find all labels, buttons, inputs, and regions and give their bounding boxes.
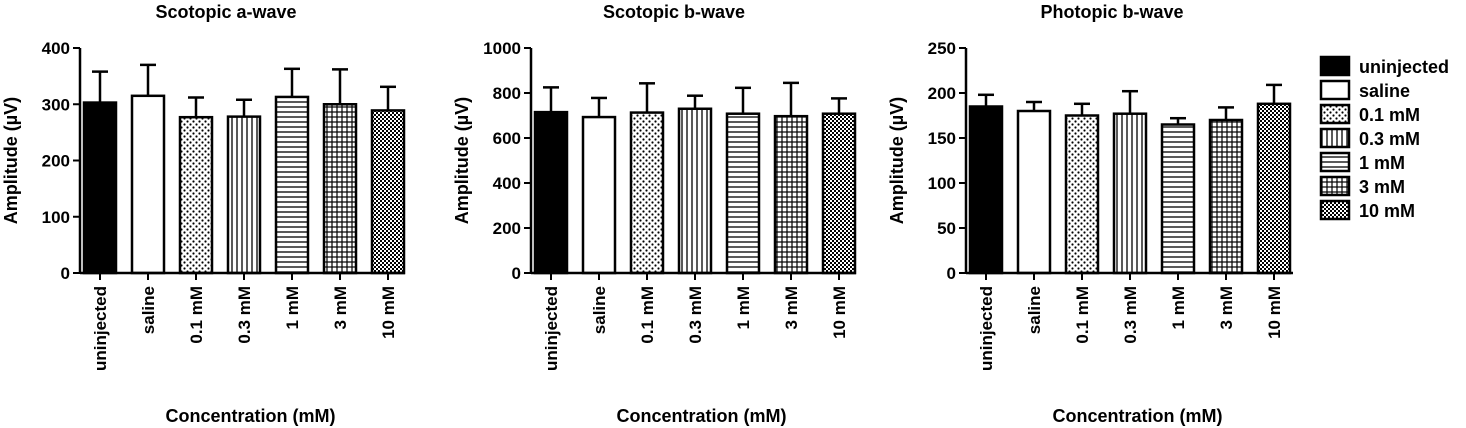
y-tick-label: 100 — [928, 174, 956, 193]
y-tick-label: 300 — [42, 95, 70, 114]
y-tick-label: 0 — [61, 264, 70, 283]
x-tick-label: 1 mM — [283, 286, 302, 329]
x-tick-label: 1 mM — [734, 286, 753, 329]
x-tick-label: uninjected — [977, 286, 996, 371]
y-tick-label: 600 — [493, 129, 521, 148]
bar-10-mm — [370, 109, 406, 275]
bar-10-mm — [821, 112, 857, 275]
chart-panel-photopic-b-wave: Photopic b-wave Amplitude (µV) uninjected s… — [887, 2, 1293, 426]
bar-0-3-mm — [1112, 112, 1148, 275]
legend-swatch-uninjected — [1319, 55, 1351, 77]
legend-label-0-1-mm: 0.1 mM — [1359, 105, 1420, 125]
x-tick-label: 3 mM — [331, 286, 350, 329]
y-tick-label: 1000 — [483, 39, 521, 58]
x-tick-label: 10 mM — [830, 286, 849, 339]
bar-0-1-mm — [1064, 114, 1100, 275]
x-tick-label: 0.3 mM — [1121, 286, 1140, 344]
bar-1-mm — [274, 95, 310, 275]
legend-swatch-1-mm — [1319, 151, 1351, 173]
y-tick-label: 0 — [947, 264, 956, 283]
bar-saline — [130, 94, 166, 275]
legend-swatch-0-1-mm — [1319, 103, 1351, 125]
bar-0-1-mm — [629, 111, 665, 275]
chart-title: Photopic b-wave — [1040, 2, 1183, 22]
bar-uninjected — [82, 101, 118, 275]
y-tick-label: 0 — [512, 264, 521, 283]
y-tick-label: 400 — [493, 174, 521, 193]
y-tick-label: 800 — [493, 84, 521, 103]
x-tick-label: uninjected — [91, 286, 110, 371]
bar-0-3-mm — [226, 115, 262, 275]
y-axis-label: Amplitude (µV) — [452, 97, 472, 224]
x-axis-label: Concentration (mM) — [166, 406, 336, 426]
legend-swatch-saline — [1319, 79, 1351, 101]
y-axis-label: Amplitude (µV) — [887, 97, 907, 224]
bar-0-3-mm — [677, 107, 713, 275]
y-tick-label: 200 — [928, 84, 956, 103]
bar-1-mm — [725, 112, 761, 275]
legend-label-uninjected: uninjected — [1359, 57, 1449, 77]
y-tick-label: 400 — [42, 39, 70, 58]
bar-3-mm — [773, 114, 809, 275]
bar-3-mm — [322, 103, 358, 275]
bar-saline — [1016, 109, 1052, 275]
chart-panel-scotopic-a-wave: Scotopic a-wave Amplitude (µV) uninjected s… — [1, 2, 406, 426]
y-axis-label: Amplitude (µV) — [1, 97, 21, 224]
legend-label-10-mm: 10 mM — [1359, 201, 1415, 221]
legend-label-3-mm: 3 mM — [1359, 177, 1405, 197]
x-tick-label: 3 mM — [782, 286, 801, 329]
bar-1-mm — [1160, 123, 1196, 275]
bar-saline — [581, 115, 617, 275]
legend-label-1-mm: 1 mM — [1359, 153, 1405, 173]
y-tick-label: 200 — [493, 219, 521, 238]
x-axis-label: Concentration (mM) — [617, 406, 787, 426]
x-tick-label: 0.3 mM — [235, 286, 254, 344]
x-tick-label: 0.3 mM — [686, 286, 705, 344]
y-tick-label: 200 — [42, 152, 70, 171]
x-axis-label: Concentration (mM) — [1053, 406, 1223, 426]
x-tick-label: 1 mM — [1169, 286, 1188, 329]
y-tick-label: 100 — [42, 208, 70, 227]
chart-title: Scotopic b-wave — [603, 2, 745, 22]
bar-uninjected — [968, 105, 1004, 275]
legend-swatch-10-mm — [1319, 199, 1351, 221]
x-tick-label: 0.1 mM — [1073, 286, 1092, 344]
legend-label-0-3-mm: 0.3 mM — [1359, 129, 1420, 149]
bar-10-mm — [1256, 102, 1292, 275]
chart-title: Scotopic a-wave — [155, 2, 296, 22]
y-tick-label: 250 — [928, 39, 956, 58]
x-tick-label: saline — [139, 286, 158, 334]
x-tick-label: uninjected — [542, 286, 561, 371]
bar-uninjected — [533, 110, 569, 275]
legend: uninjected saline 0.1 mM 0.3 mM 1 mM 3 mM 10 m… — [1319, 55, 1449, 221]
x-tick-label: saline — [1025, 286, 1044, 334]
chart-panel-scotopic-b-wave: Scotopic b-wave Amplitude (µV) uninjected s… — [452, 2, 857, 426]
x-tick-label: 10 mM — [1265, 286, 1284, 339]
legend-label-saline: saline — [1359, 81, 1410, 101]
x-tick-label: 0.1 mM — [187, 286, 206, 344]
y-tick-label: 150 — [928, 129, 956, 148]
legend-swatch-0-3-mm — [1319, 127, 1351, 149]
x-tick-label: saline — [590, 286, 609, 334]
legend-swatch-3-mm — [1319, 175, 1351, 197]
x-tick-label: 3 mM — [1217, 286, 1236, 329]
bar-3-mm — [1208, 118, 1244, 275]
bar-0-1-mm — [178, 115, 214, 275]
x-tick-label: 0.1 mM — [638, 286, 657, 344]
x-tick-label: 10 mM — [379, 286, 398, 339]
y-tick-label: 50 — [937, 219, 956, 238]
